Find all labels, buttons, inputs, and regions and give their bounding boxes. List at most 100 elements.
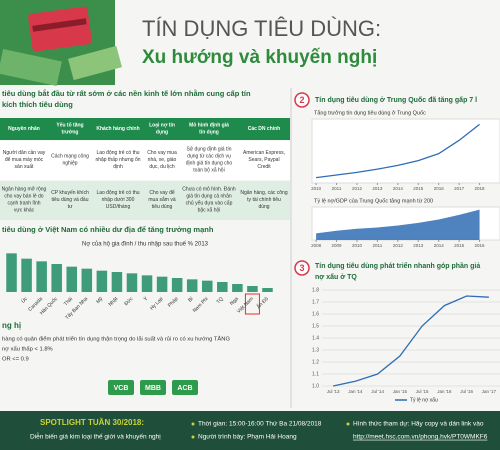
section-heading: tiêu dùng ở Việt Nam có nhiều dư địa để … xyxy=(2,225,214,234)
time: Thời gian: 15:00-16:00 Thứ Ba 21/08/2018 xyxy=(198,421,322,428)
stock-button[interactable]: VCB xyxy=(108,380,134,395)
bar xyxy=(262,288,273,292)
y-tick-label: 1.3 xyxy=(312,347,319,353)
table-cell: Ngân hàng mở rộng cho vay bán lẻ do cạnh t… xyxy=(2,186,47,214)
button-bg xyxy=(172,380,198,395)
section-heading: Tín dụng tiêu dùng ở Trung Quốc đã tăng … xyxy=(315,96,477,104)
subtitle: Xu hướng và khuyến nghị xyxy=(142,47,377,68)
section-number: 2 xyxy=(299,95,304,105)
recommend-line: nợ xấu thấp < 1.8% xyxy=(2,347,53,353)
chart-title: Tăng trưởng tín dụng tiêu dùng ở Trung Q… xyxy=(314,109,426,116)
table-header-bg xyxy=(0,118,290,140)
table-header-cell: Mô hình định giá tín dụng xyxy=(189,123,229,136)
x-tick-label: 2015 xyxy=(454,243,465,248)
x-tick-label: 2013 xyxy=(372,186,383,191)
bar xyxy=(126,273,138,292)
x-tick-label: Nga xyxy=(229,296,240,307)
x-tick-label: 2009 xyxy=(332,243,343,248)
table-cell: Cho vay để mua sắm và tiêu dùng xyxy=(148,189,175,210)
bar xyxy=(51,264,62,292)
table-row-bg xyxy=(0,181,290,220)
legend-label: Tỷ lệ nợ xấu xyxy=(410,396,438,403)
attend: Hình thức tham dự: Hãy copy và dán link … xyxy=(353,421,484,428)
section-heading: ng hị xyxy=(2,321,21,330)
x-tick-label: 2012 xyxy=(352,186,363,191)
section-number: 3 xyxy=(299,263,304,273)
table-header-cell: Yếu tố tăng trưởng xyxy=(56,122,83,136)
table-cell: American Express, Sears, Paypal Credit xyxy=(243,150,285,170)
x-tick-label: Jan '14 xyxy=(348,389,363,394)
x-tick-label: Mỹ xyxy=(95,296,104,305)
bar xyxy=(21,258,32,292)
line xyxy=(316,123,480,179)
x-tick-label: 2010 xyxy=(352,243,363,248)
x-tick-label: Jul '15 xyxy=(416,389,429,394)
x-tick-label: 2016 xyxy=(434,186,445,191)
x-tick-label: Thái xyxy=(63,296,74,307)
y-tick-label: 1.6 xyxy=(312,311,319,317)
table-header-cell: Nguyên nhân xyxy=(8,126,40,132)
button-bg xyxy=(108,380,134,395)
x-tick-label: 2010 xyxy=(311,186,322,191)
x-tick-label: 2017 xyxy=(454,186,465,191)
x-tick-label: 2014 xyxy=(393,186,404,191)
x-tick-label: Jul '14 xyxy=(371,389,384,394)
table-cell: Lao động trẻ có thu nhập thấp nhưng ổn địn… xyxy=(95,150,140,170)
x-tick-label: Ý xyxy=(142,295,150,303)
bar xyxy=(232,284,243,292)
chart-title: Nợ của hộ gia đình / thu nhập sau thuế %… xyxy=(82,241,209,248)
bar xyxy=(201,280,213,292)
x-tick-label: Jul '16 xyxy=(460,389,473,394)
bar xyxy=(36,261,47,292)
recommend-line: OR <= 0.9 xyxy=(2,357,29,363)
x-tick-label: Đức xyxy=(123,296,134,307)
stock-button[interactable]: MBB xyxy=(140,380,166,395)
bullet xyxy=(346,422,350,426)
footer-bar xyxy=(0,411,500,450)
bar xyxy=(186,279,198,292)
section-heading: kích thích tiêu dùng xyxy=(2,100,73,109)
x-tick-label: Jan '16 xyxy=(437,389,452,394)
bar xyxy=(66,266,78,292)
table-cell: Chưa có mô hình. Đánh giá tín dụng cá nhâ… xyxy=(182,187,236,214)
y-tick-label: 1.0 xyxy=(312,383,319,389)
x-tick-label: Jan '15 xyxy=(393,389,408,394)
table-cell: Cách mạng công nghiệp xyxy=(51,154,89,167)
button-label: ACB xyxy=(177,385,192,392)
table-cell: CP khuyến khích tiêu dùng và đầu tư xyxy=(51,190,89,210)
table-cell: Cho vay mua nhà, xe, giáo dục, du lịch xyxy=(147,150,177,170)
y-tick-label: 1.8 xyxy=(312,287,319,293)
button-label: VCB xyxy=(114,385,129,392)
bar xyxy=(171,278,183,292)
link[interactable]: http://meet.hsc.com.vn/phong.hvk/PT0WMKF… xyxy=(353,434,488,441)
section-number-circle xyxy=(294,92,310,108)
line xyxy=(332,295,489,387)
title: TÍN DỤNG TIÊU DÙNG: xyxy=(142,16,381,41)
bar xyxy=(247,286,258,292)
button-bg xyxy=(140,380,166,395)
plot-bg xyxy=(311,118,500,184)
table-cell: Người dân cần vay để mua máy móc sản xuất xyxy=(3,150,46,170)
table-header-cell: Khách hàng chính xyxy=(96,126,139,132)
x-tick-label: 2008 xyxy=(311,243,322,248)
bar xyxy=(111,272,123,292)
x-tick-label: TQ xyxy=(215,296,224,305)
presenter: Người trình bày: Phạm Hải Hoang xyxy=(198,434,297,441)
y-tick-label: 1.5 xyxy=(312,323,319,329)
table-cell: Ngân hàng, các công ty tài chính tiêu dùng xyxy=(240,190,287,210)
table-header-cell: Các DN chính xyxy=(248,126,281,132)
topic: Diễn biến giá kim loại thế giới và khuyế… xyxy=(30,432,161,441)
left-column: tiêu dùng bắt đầu từ rất sớm ở các nền k… xyxy=(0,89,290,395)
x-tick-label: 2018 xyxy=(475,186,486,191)
bar xyxy=(156,276,168,292)
bar xyxy=(6,253,17,292)
stock-button[interactable]: ACB xyxy=(172,380,198,395)
section-number-circle xyxy=(294,260,310,276)
button-label: MBB xyxy=(145,385,161,392)
x-tick-label: 2013 xyxy=(413,243,424,248)
y-tick-label: 1.4 xyxy=(312,335,319,341)
bar xyxy=(141,275,153,292)
y-tick-label: 1.7 xyxy=(312,299,319,305)
spotlight: SPOTLIGHT TUẦN 30/2018: xyxy=(40,417,144,427)
